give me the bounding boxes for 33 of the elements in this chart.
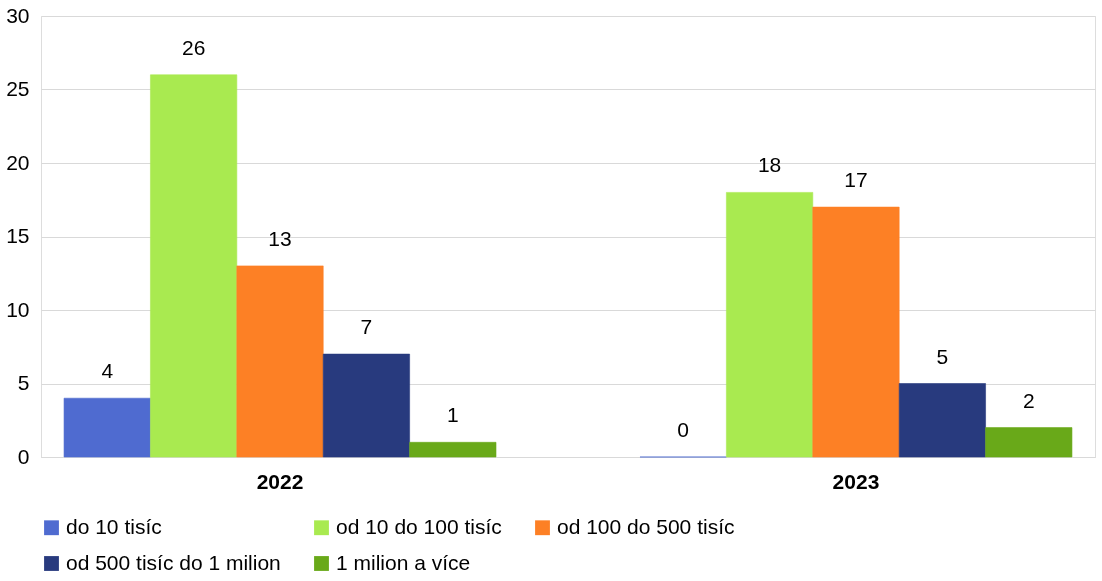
bar: [150, 74, 238, 458]
data-label: 7: [360, 315, 373, 339]
data-label: 5: [936, 344, 949, 368]
data-label: 26: [181, 35, 206, 59]
bar: [63, 397, 151, 458]
bar: [812, 206, 900, 458]
bar: [322, 353, 410, 458]
legend-label: do 10 tisíc: [66, 514, 162, 538]
legend-label: od 10 do 100 tisíc: [336, 514, 502, 538]
y-tick-label: 5: [17, 371, 30, 394]
data-label: 17: [844, 168, 868, 192]
x-tick-label: 2022: [256, 469, 304, 493]
bar: [409, 442, 497, 458]
legend-label: od 500 tisíc do 1 milion: [66, 550, 281, 574]
data-label: 0: [677, 418, 690, 441]
bar: [985, 427, 1073, 458]
x-tick-label: 2023: [832, 469, 880, 493]
legend-label: od 100 do 500 tisíc: [557, 514, 735, 538]
y-tick-label: 15: [6, 224, 30, 247]
data-label: 13: [268, 226, 292, 250]
bar: [236, 265, 324, 458]
data-label: 4: [101, 359, 114, 383]
data-label: 1: [446, 403, 459, 427]
bar: [898, 383, 986, 458]
y-tick-label: 20: [6, 150, 30, 174]
y-tick-label: 30: [6, 3, 30, 27]
bar: [726, 192, 814, 458]
y-tick-label: 10: [6, 297, 30, 321]
y-tick-label: 0: [17, 444, 30, 468]
data-label: 2: [1022, 388, 1035, 412]
y-tick-label: 25: [6, 77, 30, 100]
data-label: 18: [757, 153, 782, 177]
legend-label: 1 milion a více: [336, 550, 471, 574]
